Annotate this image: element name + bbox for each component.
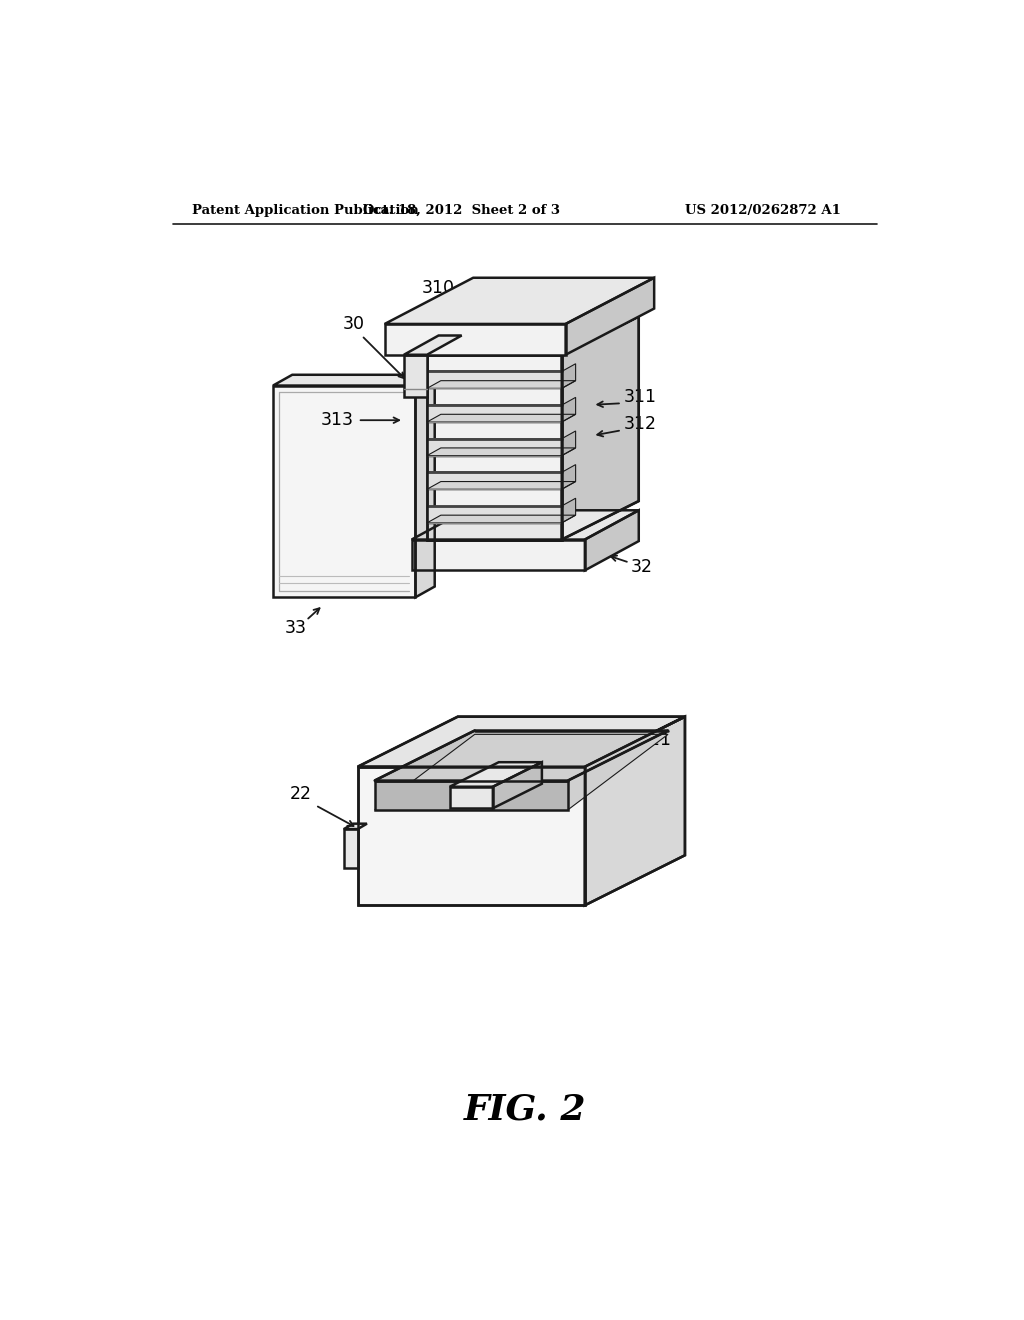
Polygon shape xyxy=(585,717,685,906)
Polygon shape xyxy=(562,498,575,523)
Polygon shape xyxy=(403,335,462,355)
Polygon shape xyxy=(562,364,575,388)
Polygon shape xyxy=(357,717,685,767)
Polygon shape xyxy=(427,506,562,523)
Text: Patent Application Publication: Patent Application Publication xyxy=(193,205,419,218)
Polygon shape xyxy=(273,385,416,597)
Polygon shape xyxy=(427,482,575,490)
Polygon shape xyxy=(412,540,585,570)
Polygon shape xyxy=(403,355,427,397)
Polygon shape xyxy=(344,824,367,829)
Polygon shape xyxy=(357,767,585,906)
Polygon shape xyxy=(416,375,435,597)
Polygon shape xyxy=(562,317,639,540)
Text: 22: 22 xyxy=(290,784,311,803)
Polygon shape xyxy=(427,414,575,422)
Polygon shape xyxy=(375,780,568,810)
Polygon shape xyxy=(427,405,562,422)
Polygon shape xyxy=(562,397,575,422)
Polygon shape xyxy=(565,277,654,355)
Polygon shape xyxy=(427,371,562,388)
Text: US 2012/0262872 A1: US 2012/0262872 A1 xyxy=(685,205,841,218)
Polygon shape xyxy=(385,323,565,355)
Polygon shape xyxy=(427,473,562,490)
Text: 311: 311 xyxy=(624,388,656,407)
Text: 312: 312 xyxy=(624,414,656,433)
Text: 221: 221 xyxy=(639,731,672,748)
Polygon shape xyxy=(427,438,562,455)
Polygon shape xyxy=(585,511,639,570)
Polygon shape xyxy=(427,515,575,523)
Polygon shape xyxy=(385,277,654,323)
Polygon shape xyxy=(273,375,435,385)
Text: FIG. 2: FIG. 2 xyxy=(464,1093,586,1126)
Text: 32: 32 xyxy=(631,557,653,576)
Polygon shape xyxy=(375,730,668,780)
Polygon shape xyxy=(427,447,575,455)
Polygon shape xyxy=(450,762,542,787)
Polygon shape xyxy=(493,762,542,808)
Polygon shape xyxy=(427,317,639,355)
Text: 310: 310 xyxy=(422,279,455,297)
Polygon shape xyxy=(562,430,575,455)
Text: 33: 33 xyxy=(285,619,307,638)
Text: Oct. 18, 2012  Sheet 2 of 3: Oct. 18, 2012 Sheet 2 of 3 xyxy=(364,205,560,218)
Polygon shape xyxy=(562,465,575,490)
Text: 30: 30 xyxy=(343,315,365,333)
Polygon shape xyxy=(427,380,575,388)
Polygon shape xyxy=(344,829,357,867)
Polygon shape xyxy=(375,734,668,810)
Polygon shape xyxy=(412,511,639,540)
Polygon shape xyxy=(450,787,493,808)
Text: 313: 313 xyxy=(321,412,354,429)
Polygon shape xyxy=(427,355,562,540)
